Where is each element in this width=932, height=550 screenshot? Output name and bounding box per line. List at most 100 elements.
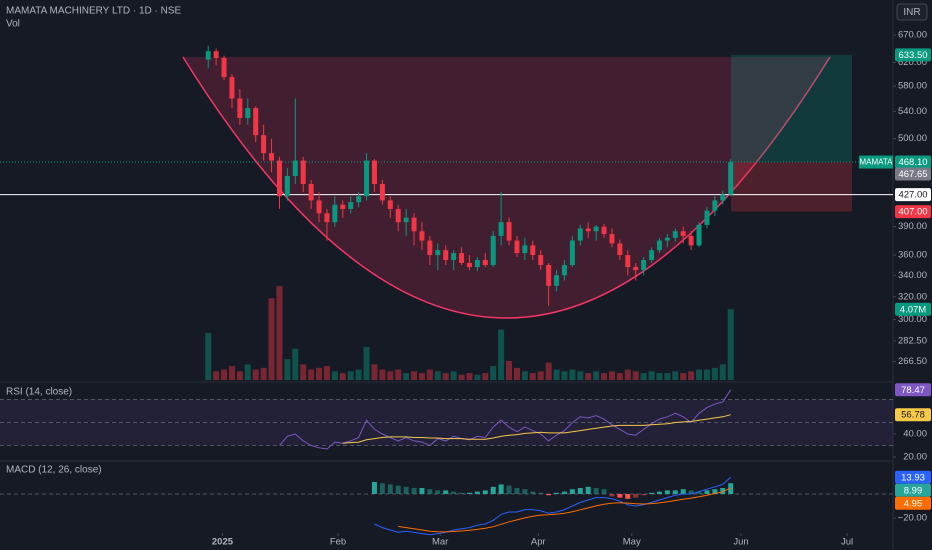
candle-body <box>411 217 417 232</box>
candle-body <box>276 160 282 197</box>
macd-histogram-bar <box>633 494 639 498</box>
volume-bar <box>347 371 354 380</box>
x-tick-label: May <box>623 537 641 548</box>
candle-body <box>728 162 734 195</box>
y-tick-label: 300.00 <box>898 314 927 325</box>
volume-bar <box>434 371 441 380</box>
histogram-value-label-box <box>895 483 931 497</box>
macd-histogram-bar <box>625 494 631 499</box>
candle-body <box>538 255 544 266</box>
candle-body <box>403 217 409 223</box>
y-tick-label: 540.00 <box>898 106 927 117</box>
macd-histogram-bar <box>506 485 512 495</box>
candle-body <box>680 231 686 236</box>
candle-body <box>577 228 583 241</box>
x-tick-label: Apr <box>531 537 546 548</box>
macd-histogram-bar <box>546 494 552 496</box>
macd-histogram-bar <box>593 488 599 495</box>
candle-body <box>633 267 639 271</box>
candle-body <box>308 183 314 201</box>
volume-bar <box>585 373 592 380</box>
y-tick-label: 320.00 <box>898 291 927 302</box>
volume-bar <box>363 346 370 380</box>
volume-bar <box>228 366 235 380</box>
candle-body <box>688 235 694 246</box>
macd-histogram-bar <box>704 490 710 495</box>
candle-body <box>601 226 607 235</box>
volume-bar <box>371 364 378 380</box>
candle-body <box>427 240 433 256</box>
overlays <box>0 54 893 495</box>
x-tick-label: Jun <box>733 537 748 548</box>
candle-body <box>672 231 678 238</box>
candle-body <box>617 243 623 256</box>
candle-body <box>609 234 615 244</box>
volume-title: Vol <box>6 19 20 30</box>
candle-body <box>498 222 504 236</box>
volume-bar <box>664 373 671 380</box>
price-label: 468.10 <box>898 157 927 168</box>
candle-body <box>443 250 449 260</box>
price-label-box <box>895 155 931 169</box>
volume-bar <box>316 367 323 380</box>
x-tick-label: Jul <box>841 537 853 548</box>
volume-bar <box>300 364 307 380</box>
histogram-value-label: 8.99 <box>904 485 923 496</box>
candle-body <box>395 208 401 223</box>
price-label: 633.50 <box>898 50 927 61</box>
macd-histogram-bar <box>688 490 694 495</box>
price-label-box <box>895 167 931 181</box>
candle-body <box>474 259 480 268</box>
macd-histogram-bar <box>609 494 615 497</box>
volume-bar <box>236 371 243 380</box>
y-tick-label: 282.50 <box>898 335 927 346</box>
macd-histogram-bar <box>490 486 496 495</box>
volume-bar <box>672 371 679 380</box>
currency[interactable]: INR <box>903 7 920 18</box>
candle-body <box>340 204 346 209</box>
macd-histogram-bar <box>435 490 441 495</box>
macd-histogram-bar <box>664 490 670 495</box>
volume-bar <box>403 373 410 380</box>
candle-body <box>704 210 710 225</box>
price-label: 427.00 <box>898 190 927 201</box>
y-tick-label: 500.00 <box>898 133 927 144</box>
y-tick-label: −20.00 <box>898 512 927 523</box>
macd-histogram-bar <box>720 488 726 495</box>
candle-body <box>664 237 670 241</box>
candle-body <box>593 226 599 232</box>
y-tick-label: 340.00 <box>898 270 927 281</box>
candle-body <box>253 108 259 136</box>
candle-body <box>720 194 726 201</box>
currency-button[interactable] <box>896 3 928 21</box>
volume-bar <box>545 362 552 380</box>
candle-body <box>356 196 362 203</box>
macd-histogram-bar <box>427 489 433 495</box>
candle-body <box>229 77 235 99</box>
volume-bar <box>252 369 259 380</box>
macd-histogram-bar <box>672 490 678 495</box>
candle-body <box>371 160 377 184</box>
rsi-value-label: 56.78 <box>901 410 925 421</box>
candle-body <box>348 202 354 209</box>
volume-bar <box>426 369 433 380</box>
volume-bar <box>474 374 481 380</box>
macd-histogram-bar <box>617 494 623 498</box>
candle-body <box>324 213 330 223</box>
macd-histogram-bar <box>514 488 520 495</box>
volume-bar <box>442 373 449 380</box>
volume-bar <box>205 333 212 380</box>
rsi-value-label: 78.47 <box>901 385 925 396</box>
macd-histogram-bar <box>649 492 655 495</box>
candle-body <box>649 250 655 260</box>
volume-bar <box>601 373 608 380</box>
volume-label: 4.07M <box>900 304 926 315</box>
y-tick-label: 390.00 <box>898 221 927 232</box>
macd-histogram-bar <box>498 484 504 495</box>
symbol-tag-box <box>859 155 893 169</box>
volume-bar <box>640 373 647 380</box>
macd-histogram-bar <box>554 492 560 495</box>
macd-histogram-bar <box>530 491 536 495</box>
y-tick-label: 20.00 <box>903 452 927 463</box>
candle-body <box>284 175 290 197</box>
